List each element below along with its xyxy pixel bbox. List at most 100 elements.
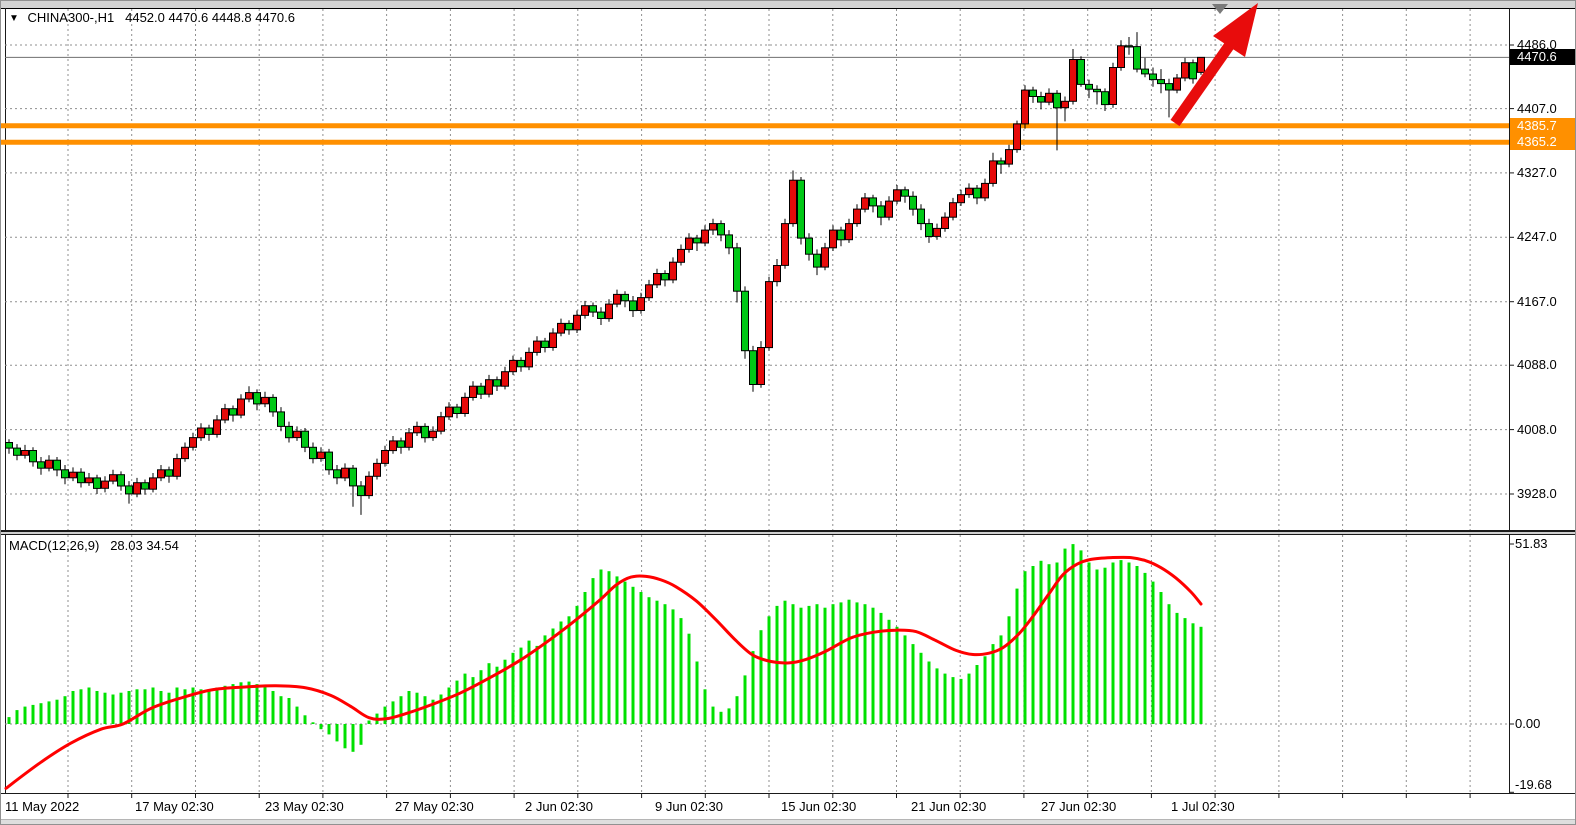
- candle: [1149, 67, 1157, 87]
- candle: [1053, 90, 1061, 151]
- candle: [669, 257, 677, 284]
- candle: [765, 276, 773, 351]
- candle: [949, 197, 957, 221]
- candle: [381, 445, 389, 467]
- candle: [413, 421, 421, 436]
- candle: [1013, 120, 1021, 153]
- candle: [69, 467, 77, 482]
- candle: [1109, 62, 1117, 108]
- candle: [549, 328, 557, 351]
- candle: [13, 444, 21, 461]
- macd-indicator-label: MACD(12,26,9) 28.03 34.54: [9, 538, 179, 554]
- candle: [397, 437, 405, 454]
- candle: [117, 471, 125, 491]
- candle: [245, 386, 253, 403]
- macd-histogram: [7, 544, 1203, 752]
- candle: [517, 357, 525, 372]
- candle: [893, 185, 901, 205]
- candle: [509, 355, 517, 375]
- candle: [429, 426, 437, 441]
- time-tick-label: 27 May 02:30: [395, 799, 474, 814]
- candle: [1173, 74, 1181, 94]
- candle: [1061, 96, 1069, 122]
- time-tick-label: 17 May 02:30: [135, 799, 214, 814]
- candle: [405, 428, 413, 451]
- candle: [1093, 85, 1101, 105]
- candle: [525, 347, 533, 371]
- candle: [901, 186, 909, 203]
- candle: [1069, 49, 1077, 105]
- candle: [101, 476, 109, 493]
- candle: [661, 270, 669, 287]
- candle: [941, 212, 949, 232]
- candle: [437, 411, 445, 435]
- candle: [997, 157, 1005, 174]
- price-tick-label: 4247.0: [1517, 229, 1557, 244]
- candle: [973, 185, 981, 205]
- chart-frame: [1, 8, 1575, 794]
- candles-layer: [5, 32, 1205, 515]
- candle: [781, 218, 789, 269]
- candle: [365, 471, 373, 499]
- candle: [269, 394, 277, 417]
- candle: [933, 223, 941, 240]
- candle: [109, 469, 117, 485]
- price-tick-label: 4167.0: [1517, 294, 1557, 309]
- candle: [677, 244, 685, 266]
- time-tick-label: 21 Jun 02:30: [911, 799, 987, 814]
- candle: [189, 432, 197, 451]
- candle: [1157, 69, 1165, 94]
- macd-values: 28.03 34.54: [110, 538, 179, 553]
- candle: [917, 204, 925, 231]
- candle: [1181, 57, 1189, 82]
- candle: [637, 292, 645, 314]
- candle: [1117, 40, 1125, 71]
- candle: [829, 225, 837, 251]
- price-tick-label: 4486.0: [1517, 37, 1557, 52]
- candle: [773, 259, 781, 287]
- candle: [1101, 88, 1109, 111]
- candle: [1165, 78, 1173, 118]
- candle: [469, 381, 477, 401]
- candle: [1197, 56, 1205, 75]
- candle: [597, 307, 605, 325]
- candle: [461, 392, 469, 417]
- candle: [237, 394, 245, 419]
- candle: [565, 320, 573, 335]
- chart-title: ▼ CHINA300-,H1 4452.0 4470.6 4448.8 4470…: [9, 10, 295, 27]
- candle: [61, 465, 69, 485]
- candle: [77, 468, 85, 488]
- candle: [1045, 88, 1053, 106]
- candle: [205, 424, 213, 441]
- candle: [445, 402, 453, 420]
- candle: [1125, 37, 1133, 55]
- price-tick-label: 4407.0: [1517, 101, 1557, 116]
- chart-shift-marker-icon: [1212, 4, 1228, 14]
- candle: [845, 218, 853, 243]
- candle: [733, 242, 741, 303]
- candle: [493, 376, 501, 391]
- candle: [21, 444, 29, 459]
- candle: [37, 457, 45, 475]
- macd-tick-label: 0.00: [1515, 716, 1541, 731]
- candle: [709, 218, 717, 235]
- time-tick-label: 1 Jul 02:30: [1171, 799, 1235, 814]
- candle: [45, 455, 53, 472]
- candle: [645, 279, 653, 301]
- candle: [805, 233, 813, 261]
- panel-splitter[interactable]: [1, 531, 1575, 535]
- candle: [653, 268, 661, 288]
- candle: [861, 193, 869, 213]
- candle: [1189, 59, 1197, 84]
- candle: [421, 423, 429, 443]
- level-price-badge-lower: 4365.2: [1510, 134, 1575, 150]
- candle: [173, 453, 181, 480]
- candle: [317, 447, 325, 462]
- macd-name: MACD(12,26,9): [9, 538, 100, 553]
- chevron-down-icon: ▼: [9, 13, 19, 24]
- trend-arrow-annotation[interactable]: [1170, 3, 1258, 127]
- price-tick-label: 3928.0: [1517, 486, 1557, 501]
- price-tick-label: 4327.0: [1517, 165, 1557, 180]
